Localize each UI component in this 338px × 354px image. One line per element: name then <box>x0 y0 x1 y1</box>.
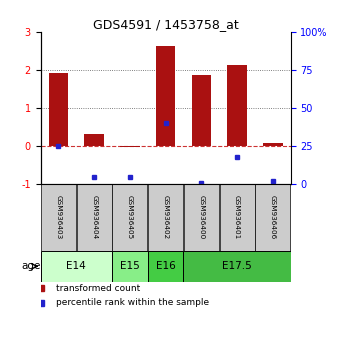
Bar <box>184 184 219 251</box>
Bar <box>112 251 148 282</box>
Bar <box>41 184 76 251</box>
Bar <box>192 75 211 146</box>
Bar <box>84 134 104 146</box>
Text: E16: E16 <box>156 261 175 271</box>
Text: GSM936403: GSM936403 <box>55 195 62 240</box>
Text: transformed count: transformed count <box>55 284 140 293</box>
Text: E15: E15 <box>120 261 140 271</box>
Bar <box>77 184 112 251</box>
Text: GSM936405: GSM936405 <box>127 195 133 240</box>
Text: age: age <box>21 261 41 271</box>
Text: GSM936404: GSM936404 <box>91 195 97 240</box>
Bar <box>41 251 112 282</box>
Text: GSM936402: GSM936402 <box>163 195 169 240</box>
Bar <box>148 184 183 251</box>
Text: GSM936406: GSM936406 <box>270 195 276 240</box>
Bar <box>120 146 140 147</box>
Text: E17.5: E17.5 <box>222 261 252 271</box>
Bar <box>112 184 147 251</box>
Text: GSM936400: GSM936400 <box>198 195 204 240</box>
Bar <box>263 143 283 146</box>
Text: percentile rank within the sample: percentile rank within the sample <box>55 298 209 307</box>
Bar <box>255 184 290 251</box>
Bar <box>148 251 184 282</box>
Bar <box>227 65 247 146</box>
Bar <box>49 73 68 146</box>
Bar <box>156 46 175 146</box>
Title: GDS4591 / 1453758_at: GDS4591 / 1453758_at <box>93 18 239 31</box>
Text: E14: E14 <box>66 261 86 271</box>
Bar <box>184 251 291 282</box>
Text: GSM936401: GSM936401 <box>234 195 240 240</box>
Bar <box>220 184 255 251</box>
